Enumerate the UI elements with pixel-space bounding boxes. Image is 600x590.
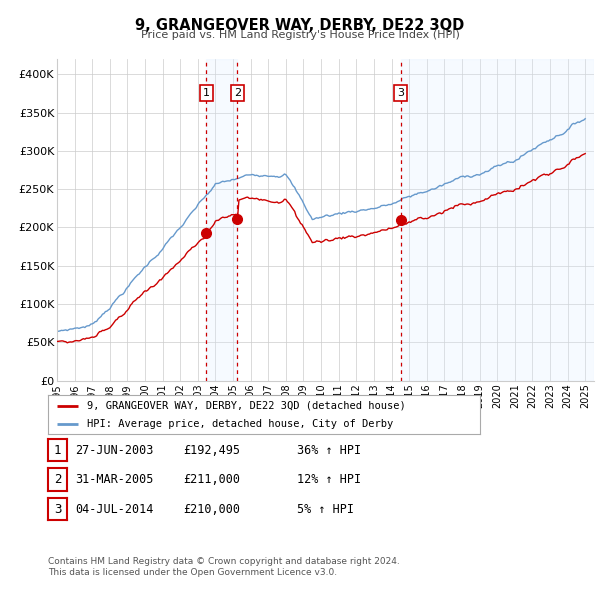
Text: 1: 1 — [54, 444, 61, 457]
Text: 9, GRANGEOVER WAY, DERBY, DE22 3QD (detached house): 9, GRANGEOVER WAY, DERBY, DE22 3QD (deta… — [87, 401, 406, 411]
Text: 2: 2 — [234, 88, 241, 98]
Text: 27-JUN-2003: 27-JUN-2003 — [75, 444, 154, 457]
Text: Price paid vs. HM Land Registry's House Price Index (HPI): Price paid vs. HM Land Registry's House … — [140, 30, 460, 40]
Text: £210,000: £210,000 — [183, 503, 240, 516]
Text: 1: 1 — [203, 88, 210, 98]
Bar — [401, 59, 594, 381]
Text: HPI: Average price, detached house, City of Derby: HPI: Average price, detached house, City… — [87, 419, 393, 429]
Text: £192,495: £192,495 — [183, 444, 240, 457]
Text: £211,000: £211,000 — [183, 473, 240, 486]
Text: 3: 3 — [397, 88, 404, 98]
Text: 04-JUL-2014: 04-JUL-2014 — [75, 503, 154, 516]
Text: 12% ↑ HPI: 12% ↑ HPI — [297, 473, 361, 486]
Text: 36% ↑ HPI: 36% ↑ HPI — [297, 444, 361, 457]
Text: Contains HM Land Registry data © Crown copyright and database right 2024.: Contains HM Land Registry data © Crown c… — [48, 558, 400, 566]
Text: 9, GRANGEOVER WAY, DERBY, DE22 3QD: 9, GRANGEOVER WAY, DERBY, DE22 3QD — [136, 18, 464, 32]
Text: This data is licensed under the Open Government Licence v3.0.: This data is licensed under the Open Gov… — [48, 568, 337, 577]
Text: 31-MAR-2005: 31-MAR-2005 — [75, 473, 154, 486]
Text: 2: 2 — [54, 473, 61, 486]
Text: 3: 3 — [54, 503, 61, 516]
Text: 5% ↑ HPI: 5% ↑ HPI — [297, 503, 354, 516]
Bar — [206, 59, 238, 381]
